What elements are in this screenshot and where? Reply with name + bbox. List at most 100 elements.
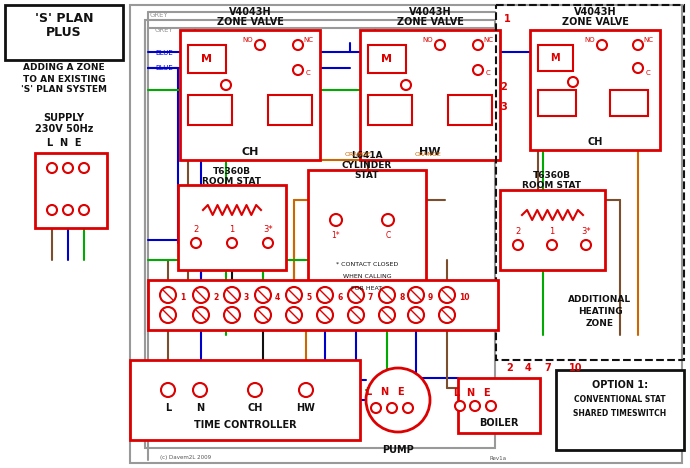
- Bar: [360, 30, 500, 160]
- Circle shape: [248, 383, 262, 397]
- Circle shape: [317, 307, 333, 323]
- Text: C: C: [646, 70, 651, 76]
- Circle shape: [299, 383, 313, 397]
- Circle shape: [224, 307, 240, 323]
- Text: BLUE: BLUE: [155, 65, 172, 71]
- Circle shape: [379, 307, 395, 323]
- Text: 2: 2: [506, 363, 513, 373]
- Text: CH: CH: [247, 403, 263, 413]
- Circle shape: [473, 65, 483, 75]
- Bar: [130, 360, 360, 440]
- Bar: [556, 370, 684, 450]
- Text: T6360B: T6360B: [213, 167, 251, 176]
- Text: ROOM STAT: ROOM STAT: [202, 176, 262, 185]
- Bar: [268, 95, 312, 125]
- Circle shape: [193, 383, 207, 397]
- Text: 3: 3: [244, 293, 249, 302]
- Circle shape: [387, 403, 397, 413]
- Text: 5: 5: [306, 293, 311, 302]
- Bar: [148, 280, 498, 330]
- Text: ZONE: ZONE: [586, 320, 614, 329]
- Text: 3*: 3*: [263, 226, 273, 234]
- Circle shape: [371, 403, 381, 413]
- Circle shape: [435, 40, 445, 50]
- Text: V4043H: V4043H: [573, 7, 616, 17]
- Circle shape: [79, 205, 89, 215]
- Text: (c) Davem2L 2009: (c) Davem2L 2009: [160, 455, 211, 461]
- Text: L641A: L641A: [351, 152, 383, 161]
- Text: NO: NO: [243, 37, 253, 43]
- Text: HEATING: HEATING: [578, 307, 622, 316]
- Text: 3*: 3*: [581, 227, 591, 236]
- Circle shape: [408, 287, 424, 303]
- Circle shape: [547, 240, 557, 250]
- Bar: [368, 45, 406, 73]
- Text: ZONE VALVE: ZONE VALVE: [217, 17, 284, 27]
- Text: V4043H: V4043H: [228, 7, 271, 17]
- Text: OPTION 1:: OPTION 1:: [592, 380, 648, 390]
- Circle shape: [160, 287, 176, 303]
- Text: N: N: [466, 388, 474, 398]
- Circle shape: [293, 65, 303, 75]
- Text: E: E: [483, 388, 489, 398]
- Text: FOR HEAT: FOR HEAT: [351, 286, 382, 292]
- Circle shape: [568, 77, 578, 87]
- Text: L  N  E: L N E: [47, 138, 81, 148]
- Circle shape: [403, 403, 413, 413]
- Circle shape: [597, 40, 607, 50]
- Text: 1*: 1*: [332, 231, 340, 240]
- Circle shape: [401, 80, 411, 90]
- Text: 2: 2: [213, 293, 218, 302]
- Text: 9: 9: [428, 293, 433, 302]
- Text: 'S' PLAN SYSTEM: 'S' PLAN SYSTEM: [21, 86, 107, 95]
- Circle shape: [293, 40, 303, 50]
- Text: 2: 2: [515, 227, 521, 236]
- Text: L: L: [453, 388, 459, 398]
- Text: ROOM STAT: ROOM STAT: [522, 182, 582, 190]
- Text: T6360B: T6360B: [533, 171, 571, 181]
- Circle shape: [317, 287, 333, 303]
- Circle shape: [79, 163, 89, 173]
- Text: GREY: GREY: [155, 27, 174, 33]
- Text: PLUS: PLUS: [46, 25, 82, 38]
- Text: NC: NC: [643, 37, 653, 43]
- Circle shape: [408, 307, 424, 323]
- Text: 'S' PLAN: 'S' PLAN: [34, 12, 93, 24]
- Text: M: M: [382, 54, 393, 64]
- Circle shape: [255, 307, 271, 323]
- Circle shape: [379, 287, 395, 303]
- Bar: [35, 153, 107, 228]
- Bar: [496, 5, 684, 360]
- Bar: [538, 90, 576, 116]
- Circle shape: [439, 287, 455, 303]
- Text: 3: 3: [500, 102, 506, 112]
- Circle shape: [470, 401, 480, 411]
- Text: GREY: GREY: [150, 12, 169, 18]
- Bar: [308, 170, 426, 315]
- Text: 10: 10: [569, 363, 583, 373]
- Bar: [448, 95, 492, 125]
- Circle shape: [455, 401, 465, 411]
- Circle shape: [513, 240, 523, 250]
- Text: L: L: [165, 403, 171, 413]
- Circle shape: [382, 214, 394, 226]
- Text: 6: 6: [337, 293, 342, 302]
- Bar: [5, 5, 123, 60]
- Circle shape: [581, 240, 591, 250]
- Text: 2: 2: [193, 226, 199, 234]
- Bar: [458, 378, 540, 433]
- Bar: [145, 20, 495, 448]
- Text: 1: 1: [180, 293, 185, 302]
- Text: 230V 50Hz: 230V 50Hz: [34, 124, 93, 134]
- Circle shape: [348, 307, 364, 323]
- Text: HW: HW: [420, 147, 441, 157]
- Text: 7: 7: [544, 363, 551, 373]
- Bar: [610, 90, 648, 116]
- Text: BOILER: BOILER: [480, 418, 519, 428]
- Text: L: L: [365, 387, 371, 397]
- Circle shape: [473, 40, 483, 50]
- Circle shape: [255, 287, 271, 303]
- Bar: [178, 185, 286, 270]
- Circle shape: [366, 368, 430, 432]
- Text: 4: 4: [524, 363, 531, 373]
